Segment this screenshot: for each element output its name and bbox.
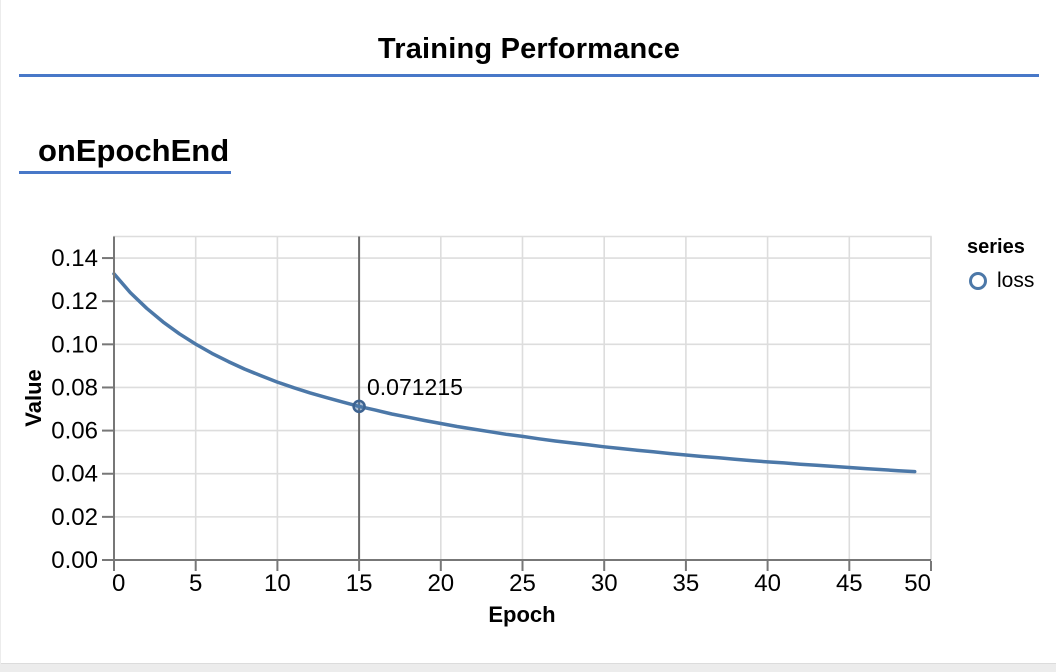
- page-title: Training Performance: [377, 33, 681, 65]
- x-tick-label: 5: [189, 570, 202, 597]
- x-tick-label: 10: [264, 570, 291, 597]
- loss-curve: [112, 272, 917, 474]
- x-tick-label: 50: [904, 570, 931, 597]
- x-tick-label: 40: [754, 570, 781, 597]
- x-tick-label: 35: [673, 570, 700, 597]
- title-underline: [19, 74, 1039, 77]
- x-tick-label: 25: [509, 570, 536, 597]
- legend-loss-circle-icon: [969, 272, 987, 290]
- chart-legend: series loss: [967, 236, 1034, 293]
- y-tick-label: 0.06: [51, 418, 98, 445]
- x-tick-label: 20: [427, 570, 454, 597]
- hover-value-label: 0.071215: [367, 374, 463, 400]
- y-tick-label: 0.10: [51, 331, 98, 358]
- y-axis-title: Value: [21, 369, 46, 426]
- y-tick-label: 0.02: [51, 504, 98, 531]
- x-tick-label: 0: [112, 570, 125, 597]
- axes: 0.00 0.02 0.04 0.06 0.08 0.10 0.12 0.14 0 5 10 15 20…: [51, 236, 932, 597]
- x-tick-label: 30: [591, 570, 618, 597]
- legend-title: series: [967, 236, 1025, 258]
- legend-item-loss[interactable]: loss: [967, 269, 1034, 293]
- y-tick-label: 0.08: [51, 374, 98, 401]
- y-tick-label: 0.14: [51, 245, 98, 272]
- legend-item-label: loss: [997, 269, 1035, 292]
- section-heading: onEpochEnd: [38, 133, 230, 168]
- hover-point[interactable]: [352, 399, 366, 414]
- plot-hover-area[interactable]: [114, 236, 931, 560]
- footer-bar: [1, 663, 1056, 672]
- loss-series-line: [112, 272, 917, 474]
- section-heading-underline: [19, 171, 231, 174]
- x-tick-label: 45: [836, 570, 863, 597]
- y-tick-label: 0.00: [51, 547, 98, 574]
- hover-point-marker: [352, 399, 366, 414]
- y-tick-label: 0.04: [51, 461, 98, 488]
- y-tick-label: 0.12: [51, 288, 98, 315]
- x-tick-label: 15: [346, 570, 373, 597]
- x-axis-title: Epoch: [488, 602, 555, 627]
